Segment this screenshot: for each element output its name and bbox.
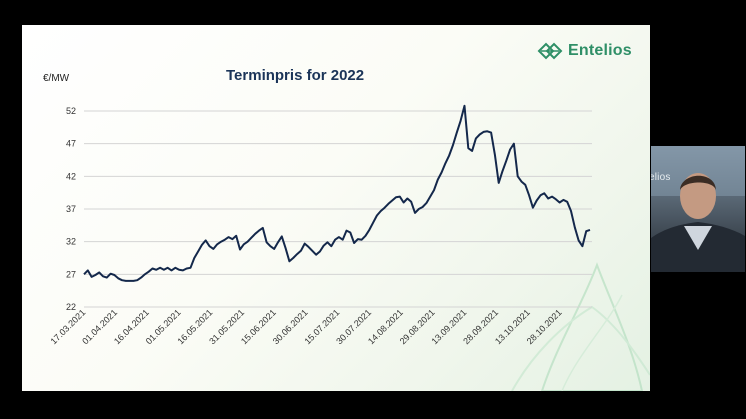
y-tick-label: 42 [66, 171, 76, 181]
price-line-chart: 22 27 32 37 42 47 52 17.03.202101.04.202116.04… [48, 104, 650, 391]
x-axis-ticks: 17.03.202101.04.202116.04.202101.05.2021… [48, 307, 563, 346]
brand-logo: Entelios [537, 39, 632, 63]
webcam-background-text: elios [651, 172, 671, 183]
presentation-slide: Entelios Terminpris for 2022 €/MW 22 27 32… [22, 25, 650, 391]
y-tick-label: 37 [66, 204, 76, 214]
series-line [83, 104, 591, 282]
y-tick-label: 32 [66, 237, 76, 247]
chart-gridlines [84, 110, 592, 308]
y-tick-label: 47 [66, 139, 76, 149]
presenter-silhouette [651, 146, 745, 272]
brand-name: Entelios [568, 42, 632, 59]
y-tick-label: 52 [66, 106, 76, 116]
decorative-leaf-shapes [511, 262, 650, 391]
y-axis-ticks: 22 27 32 37 42 47 52 [66, 106, 76, 312]
chart-title: Terminpris for 2022 [226, 67, 365, 84]
y-tick-label: 27 [66, 269, 76, 279]
y-tick-label: 22 [66, 302, 76, 312]
entelios-logo-icon [537, 42, 563, 60]
y-axis-unit-label: €/MW [43, 73, 70, 84]
chart-series [83, 104, 591, 282]
webcam-video-feed: elios [651, 146, 745, 272]
